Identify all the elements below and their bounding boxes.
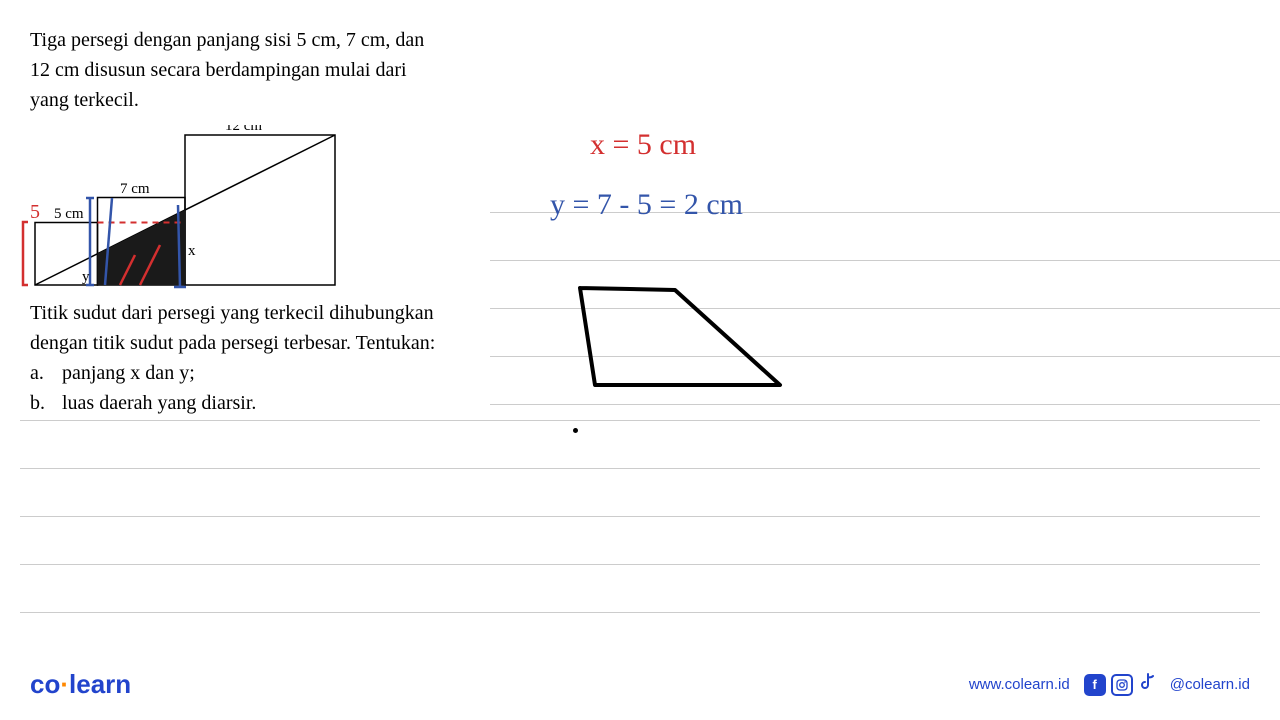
ruled-line-full [20,420,1260,421]
label-x: x [188,243,196,259]
logo-co: co [30,669,60,699]
ruled-line-full [20,564,1260,565]
ruled-line-full [20,516,1260,517]
footer-handle: @colearn.id [1170,676,1250,693]
label-7cm: 7 cm [120,181,150,197]
tiktok-icon [1138,672,1156,697]
ruled-line-full [20,468,1260,469]
footer: co·learn www.colearn.id f @colearn.id [0,669,1280,700]
logo-dot: · [60,669,69,699]
facebook-icon: f [1084,674,1106,696]
handwriting-x: x = 5 cm [590,128,696,162]
annotation-5: 5 [30,201,40,223]
item-a-label: a. [30,358,44,388]
question-line2: dengan titik sudut pada persegi terbesar… [30,328,435,358]
dot-mark [573,428,578,433]
item-b-label: b. [30,388,45,418]
hand-sketch-shape [560,280,810,410]
footer-url: www.colearn.id [969,676,1070,693]
label-5cm: 5 cm [54,206,84,222]
social-icons: f [1084,672,1156,697]
handwriting-y: y = 7 - 5 = 2 cm [550,188,743,222]
label-12cm: 12 cm [225,125,262,134]
problem-intro-line3: yang terkecil. [30,85,139,115]
item-b-text: luas daerah yang diarsir. [62,388,256,418]
problem-intro-line2: 12 cm disusun secara berdampingan mulai … [30,55,407,85]
ruled-line-full [20,612,1260,613]
footer-right: www.colearn.id f @colearn.id [969,672,1250,697]
logo: co·learn [30,669,131,700]
squares-diagram: 12 cm 7 cm 5 cm 5 x y [20,125,360,285]
instagram-icon [1111,674,1133,696]
logo-learn: learn [69,669,131,699]
question-line1: Titik sudut dari persegi yang terkecil d… [30,298,434,328]
item-a-text: panjang x dan y; [62,358,195,388]
label-y: y [82,269,90,285]
problem-intro-line1: Tiga persegi dengan panjang sisi 5 cm, 7… [30,25,424,55]
